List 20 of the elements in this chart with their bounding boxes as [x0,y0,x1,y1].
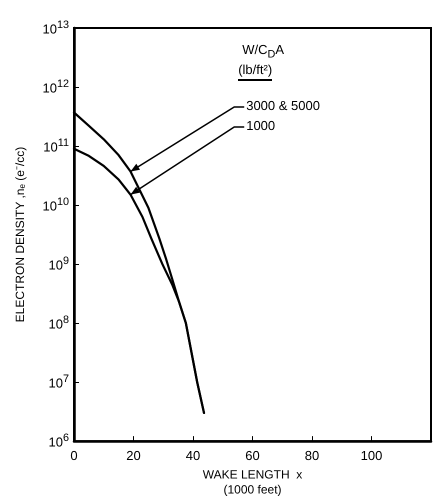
y-tick-label: 10$^{8}$ [48,314,69,332]
y-tick-label: 10$^{6}$ [48,432,69,450]
y-tick-label: 10$^{7}$ [48,373,69,390]
annotation: (lb/ft²) [238,62,272,81]
y-tick-label: 10$^{12}$ [42,78,69,96]
y-tick-label: 10$^{13}$ [42,19,69,36]
y-tick-label: 10$^{9}$ [48,255,69,272]
text: 3000 & 5000 [246,98,320,113]
y-axis-title: ELECTRON DENSITY ,nₑ (e⁻/cc) [13,146,27,322]
x-tick-label: 40 [186,448,200,464]
y-tick-label: 10$^{11}$ [43,137,69,154]
x-tick-label: 60 [245,448,260,464]
x-axis-title: WAKE LENGTH x (1000 feet) [202,468,302,496]
x-tick-label: 100 [360,448,382,464]
x-tick-label: 80 [304,448,320,464]
y-tick-label: 10$^{10}$ [42,196,69,214]
legend-title: W/C$_{D}$A [242,42,284,61]
x-tick-label: 0 [70,448,78,464]
text: 1000 [246,118,276,133]
x-tick-label: 20 [126,448,141,464]
